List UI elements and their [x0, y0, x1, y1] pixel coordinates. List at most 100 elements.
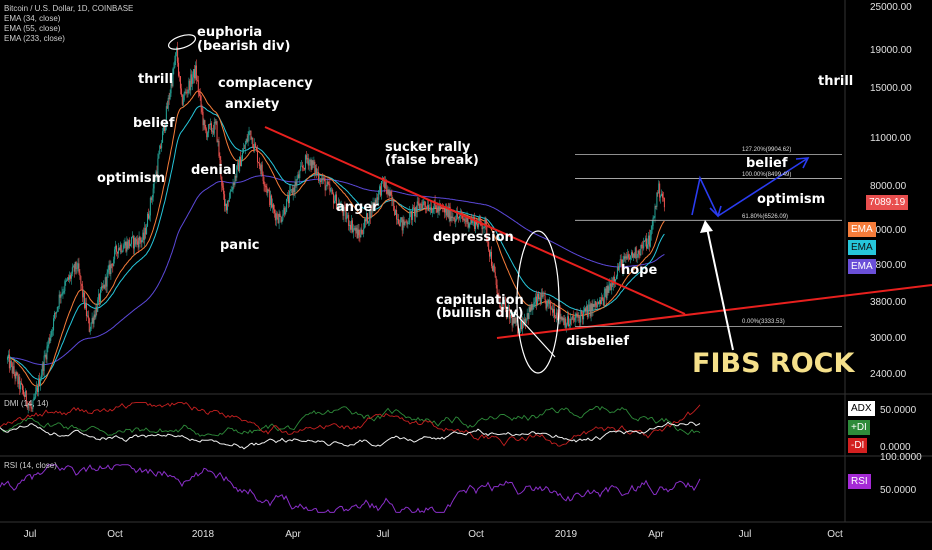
candle — [452, 212, 454, 221]
candle — [97, 297, 99, 313]
candle — [25, 390, 27, 407]
candle — [640, 244, 642, 257]
annotation-false-break: (false break) — [385, 153, 479, 168]
candle — [469, 222, 471, 229]
fib-label: 61.80%(6526.09) — [742, 214, 789, 220]
drawings — [167, 34, 932, 374]
candle — [287, 192, 289, 202]
candle — [443, 206, 445, 219]
candle — [336, 204, 338, 210]
candle — [191, 70, 193, 87]
candle — [583, 306, 585, 325]
candle — [574, 312, 576, 327]
candle — [36, 381, 38, 395]
candle — [48, 337, 50, 349]
candle — [133, 235, 135, 255]
candle — [512, 312, 514, 328]
candle — [278, 209, 280, 229]
dmi-legend[interactable]: DMI (14, 14) — [4, 399, 49, 408]
candle — [398, 219, 400, 227]
candle — [635, 245, 637, 262]
candle — [228, 192, 230, 203]
candle — [62, 288, 64, 299]
candle — [533, 297, 535, 310]
rsi-legend[interactable]: RSI (14, close) — [4, 461, 57, 470]
candle — [529, 305, 531, 313]
candle — [224, 190, 226, 212]
candle — [276, 211, 278, 220]
candle — [596, 302, 598, 309]
x-tick: Apr — [285, 529, 301, 540]
candle — [528, 303, 530, 320]
candle — [648, 229, 650, 252]
candle — [333, 192, 335, 209]
candle — [646, 233, 648, 251]
candle — [134, 237, 136, 247]
candle — [500, 305, 502, 316]
candle — [361, 223, 363, 235]
candle — [639, 248, 641, 259]
candle — [7, 350, 9, 362]
candle — [155, 169, 157, 184]
candle — [388, 189, 390, 202]
annotation-optimism: optimism — [97, 171, 166, 186]
candle — [272, 198, 274, 213]
candle — [66, 278, 68, 282]
candle — [651, 219, 653, 234]
candle — [289, 185, 291, 196]
candle — [106, 268, 108, 293]
candle — [252, 137, 254, 149]
candle — [310, 158, 312, 173]
candle — [29, 401, 31, 407]
candle — [479, 215, 481, 227]
ema233-legend[interactable]: EMA (233, close) — [4, 34, 65, 43]
candle — [78, 257, 80, 275]
candle — [132, 231, 134, 239]
candle — [60, 294, 62, 304]
candle — [406, 219, 408, 228]
candle — [491, 261, 493, 272]
candle — [461, 211, 463, 223]
candle — [427, 199, 429, 212]
last-price-label: 7089.19 — [866, 195, 909, 210]
annotation-optimism-right: optimism — [757, 192, 826, 207]
candle — [515, 316, 517, 327]
candle — [605, 285, 607, 305]
candle — [448, 203, 450, 223]
candle — [168, 92, 170, 105]
annotation-anxiety: anxiety — [225, 97, 280, 112]
candle — [148, 210, 150, 221]
candle — [564, 315, 566, 328]
candle — [307, 153, 309, 170]
candle — [266, 183, 268, 196]
candle — [374, 197, 376, 212]
candle — [624, 252, 626, 262]
candle — [172, 67, 174, 88]
candle — [249, 130, 251, 135]
candle — [114, 246, 116, 264]
x-tick: 2018 — [191, 529, 215, 540]
candle — [362, 229, 364, 235]
candle — [344, 201, 346, 212]
candle — [355, 225, 357, 234]
candle — [506, 305, 508, 320]
candle — [410, 209, 412, 218]
candle — [175, 52, 177, 66]
price-tick: 6000.00 — [870, 225, 907, 236]
fib-label: 127.20%(9904.62) — [742, 147, 792, 153]
candle — [237, 159, 239, 170]
ema34-legend[interactable]: EMA (34, close) — [4, 14, 61, 23]
candle — [428, 199, 430, 212]
candle — [274, 209, 276, 226]
candle — [566, 322, 568, 333]
candle — [196, 75, 198, 82]
candle — [125, 241, 127, 253]
candle — [535, 293, 537, 308]
candle — [395, 208, 397, 216]
candle — [203, 118, 205, 131]
candle — [313, 156, 315, 168]
candle — [494, 266, 496, 278]
ema55-legend[interactable]: EMA (55, close) — [4, 24, 61, 33]
candle — [488, 241, 490, 252]
